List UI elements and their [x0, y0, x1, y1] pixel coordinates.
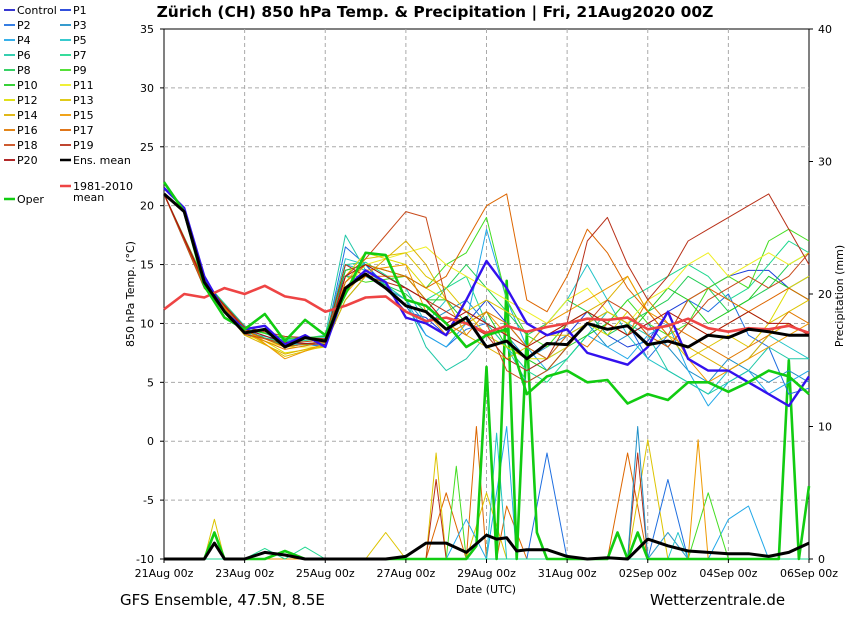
y-tick-label: 15 — [140, 259, 154, 272]
legend-label-p15: P15 — [73, 109, 94, 122]
y-tick-label: 0 — [147, 435, 154, 448]
legend-label-p20: P20 — [17, 154, 38, 167]
footer-model-info: GFS Ensemble, 47.5N, 8.5E — [120, 591, 325, 609]
legend-label-p3: P3 — [73, 19, 87, 32]
y-axis-ticks: -10 -5 0 5 10 15 20 25 30 35 — [136, 23, 164, 566]
legend-label-control: Control — [17, 4, 57, 17]
x-tick-label: 31Aug 00z — [538, 567, 597, 580]
y-axis-label: 850 hPa Temp. (°C) — [124, 241, 137, 347]
legend-label-p7: P7 — [73, 49, 87, 62]
x-tick-label: 21Aug 00z — [135, 567, 194, 580]
y2-axis-ticks: 0 10 20 30 40 — [809, 23, 832, 566]
x-tick-label: 29Aug 00z — [457, 567, 516, 580]
x-tick-label: 27Aug 00z — [377, 567, 436, 580]
precip-line-ens-mean — [164, 533, 810, 561]
y-tick-label: 35 — [140, 23, 154, 36]
legend-label-oper: Oper — [17, 193, 44, 206]
temp-line-ens-mean — [163, 192, 809, 361]
x-tick-label: 25Aug 00z — [296, 567, 355, 580]
y-tick-label: 30 — [140, 82, 154, 95]
legend-label-p4: P4 — [17, 34, 31, 47]
legend-label-p11: P11 — [73, 79, 94, 92]
y2-tick-label: 10 — [818, 421, 832, 434]
y2-axis-label: Precipitation (mm) — [833, 245, 846, 347]
legend-label-p9: P9 — [73, 64, 87, 77]
y2-tick-label: 20 — [818, 288, 832, 301]
y2-tick-label: 30 — [818, 156, 832, 169]
temp-line-oper — [162, 181, 810, 405]
y2-tick-label: 40 — [818, 23, 832, 36]
x-tick-label: 04Sep 00z — [699, 567, 757, 580]
y-tick-label: -5 — [143, 494, 154, 507]
legend-label-p18: P18 — [17, 139, 38, 152]
footer-source: Wetterzentrale.de — [650, 591, 785, 609]
precipitation-series — [164, 279, 811, 561]
temperature-series — [162, 181, 810, 408]
y-tick-label: 10 — [140, 317, 154, 330]
x-tick-label: 06Sep 00z — [780, 567, 838, 580]
x-axis-label: Date (UTC) — [456, 583, 516, 596]
legend-label-p10: P10 — [17, 79, 38, 92]
legend-label-p13: P13 — [73, 94, 94, 107]
legend-label-p17: P17 — [73, 124, 94, 137]
y-tick-label: 5 — [147, 376, 154, 389]
legend-label-1981-2010-mean: 1981-2010 mean — [73, 180, 133, 204]
temp-line-1981-2010-mean — [163, 284, 810, 335]
legend-label-p5: P5 — [73, 34, 87, 47]
x-axis-ticks: 21Aug 00z 23Aug 00z 25Aug 00z 27Aug 00z 29Au… — [135, 559, 838, 580]
legend-label-p12: P12 — [17, 94, 38, 107]
temp-line-p19 — [163, 193, 810, 372]
x-tick-label: 02Sep 00z — [619, 567, 677, 580]
legend-label-p1: P1 — [73, 4, 87, 17]
y-tick-label: 25 — [140, 141, 154, 154]
legend-label-p14: P14 — [17, 109, 38, 122]
chart-title: Zürich (CH) 850 hPa Temp. & Precipitatio… — [157, 3, 714, 22]
legend-label-p16: P16 — [17, 124, 38, 137]
y2-tick-label: 0 — [818, 553, 825, 566]
legend: Control P1 P2 P3 P4 P5 P6 P7 P8 P9 P10 P11 P12 P13 P14… — [4, 4, 133, 206]
legend-label-p6: P6 — [17, 49, 31, 62]
legend-label-p8: P8 — [17, 64, 31, 77]
legend-label-p19: P19 — [73, 139, 94, 152]
legend-label-p2: P2 — [17, 19, 31, 32]
temp-line-control — [163, 187, 810, 408]
y-tick-label: 20 — [140, 200, 154, 213]
x-tick-label: 23Aug 00z — [215, 567, 274, 580]
legend-label-ens-mean: Ens. mean — [73, 154, 131, 167]
y-tick-label: -10 — [136, 553, 154, 566]
